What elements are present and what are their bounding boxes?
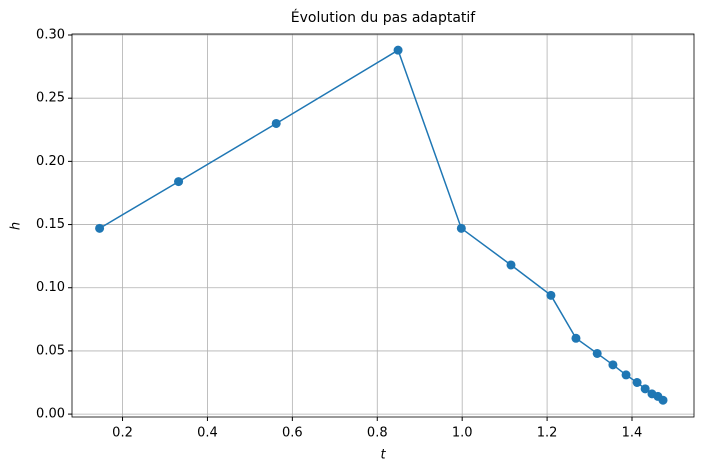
line bbox=[99, 49, 664, 401]
marker bbox=[95, 223, 105, 233]
y-tick-label: 0.30 bbox=[36, 28, 65, 43]
marker bbox=[658, 395, 668, 405]
marker bbox=[621, 370, 631, 380]
y-axis-label: h bbox=[9, 222, 24, 230]
marker bbox=[456, 223, 466, 233]
y-tick-label: 0.20 bbox=[36, 154, 65, 169]
x-tick-label: 0.2 bbox=[112, 426, 133, 441]
marker bbox=[506, 260, 516, 270]
chart-title: Évolution du pas adaptatif bbox=[291, 9, 477, 26]
x-axis-label: t bbox=[380, 448, 386, 463]
y-tick-label: 0.15 bbox=[36, 217, 65, 232]
marker bbox=[640, 384, 650, 394]
marker bbox=[571, 333, 581, 343]
marker bbox=[174, 177, 184, 187]
marker bbox=[393, 45, 403, 55]
marker bbox=[608, 360, 618, 370]
marker bbox=[271, 118, 281, 128]
x-tick-label: 1.0 bbox=[452, 426, 473, 441]
y-tick-label: 0.00 bbox=[36, 407, 65, 422]
x-tick-label: 1.4 bbox=[622, 426, 643, 441]
plot-frame bbox=[71, 33, 695, 418]
y-tick-label: 0.10 bbox=[36, 280, 65, 295]
x-tick-label: 0.8 bbox=[367, 426, 388, 441]
marker bbox=[632, 378, 642, 388]
x-tick-label: 0.4 bbox=[197, 426, 218, 441]
x-tick-label: 0.6 bbox=[282, 426, 303, 441]
marker bbox=[592, 348, 602, 358]
y-tick-label: 0.05 bbox=[36, 343, 65, 358]
y-tick-label: 0.25 bbox=[36, 91, 65, 106]
x-tick-label: 1.2 bbox=[537, 426, 558, 441]
marker bbox=[546, 290, 556, 300]
